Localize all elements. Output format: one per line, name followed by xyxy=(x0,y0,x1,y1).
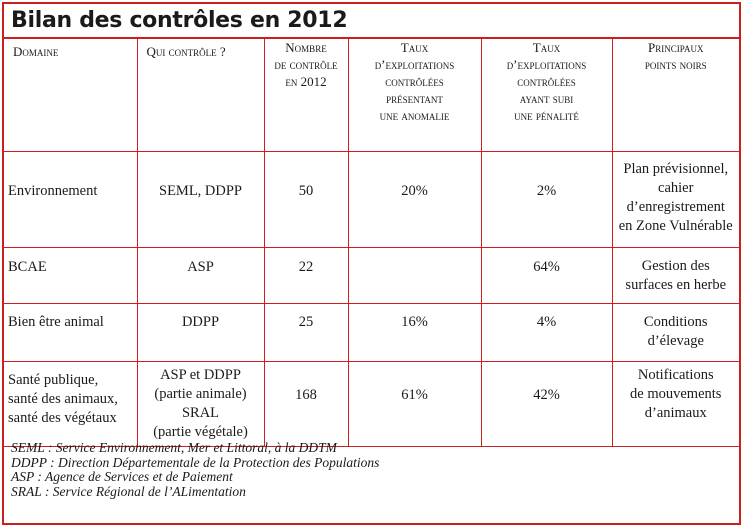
header-taux-penalite-line: contrôlées xyxy=(517,74,576,89)
cell-text: ASP xyxy=(187,258,214,275)
header-taux-penalite-line: d’exploitations xyxy=(506,57,587,72)
title-divider xyxy=(4,37,739,39)
cell-text: cahier xyxy=(658,179,694,196)
cell-text: santé des végétaux xyxy=(8,409,117,426)
header-taux-anomalie-line: d’exploitations xyxy=(374,57,455,72)
header-qui-controle: Qui contrôle ? xyxy=(136,39,265,152)
cell-qui-controle: DDPP xyxy=(136,302,265,362)
cell-text: Environnement xyxy=(8,182,98,199)
cell-text: (partie animale) xyxy=(154,385,247,402)
table-row: Santé publique, santé des animaux, santé… xyxy=(4,360,739,447)
cell-taux-penalite: 2% xyxy=(480,150,613,248)
controls-table: Domaine Qui contrôle ? Nombre de contrôl… xyxy=(4,39,739,447)
cell-nombre: 22 xyxy=(263,246,349,304)
cell-domaine: BCAE xyxy=(4,246,138,304)
cell-points-noirs: Conditions d’élevage xyxy=(611,302,739,362)
footnote: SEML : Service Environnement, Mer et Lit… xyxy=(11,440,337,455)
cell-points-noirs: Gestion des surfaces en herbe xyxy=(611,246,739,304)
cell-qui-controle: ASP xyxy=(136,246,265,304)
header-qui-controle-label: Qui contrôle ? xyxy=(146,44,226,59)
cell-taux-penalite: 64% xyxy=(480,246,613,304)
cell-text: en Zone Vulnérable xyxy=(618,217,733,234)
cell-text: 50 xyxy=(298,182,314,199)
cell-text: Notifications xyxy=(637,366,714,383)
header-nombre: Nombre de contrôle en 2012 xyxy=(263,39,349,152)
cell-taux-anomalie xyxy=(347,246,482,304)
cell-text: de mouvements xyxy=(630,385,722,402)
cell-text: 20% xyxy=(401,182,428,199)
cell-text: 22 xyxy=(298,258,314,275)
cell-domaine: Bien être animal xyxy=(4,302,138,362)
cell-nombre: 25 xyxy=(263,302,349,362)
cell-text: 42% xyxy=(533,386,560,403)
header-domaine-label: Domaine xyxy=(13,44,59,59)
cell-text: ASP et DDPP xyxy=(160,366,241,383)
cell-qui-controle: SEML, DDPP xyxy=(136,150,265,248)
cell-text: d’enregistrement xyxy=(626,198,725,215)
header-taux-penalite-line: Taux xyxy=(532,40,561,55)
cell-text: SRAL xyxy=(181,404,220,421)
cell-text: Santé publique, xyxy=(8,371,99,388)
cell-taux-penalite: 42% xyxy=(480,360,613,447)
cell-text: Gestion des xyxy=(641,257,710,274)
footnotes: SEML : Service Environnement, Mer et Lit… xyxy=(11,440,731,499)
header-row: Domaine Qui contrôle ? Nombre de contrôl… xyxy=(4,39,739,152)
cell-domaine: Environnement xyxy=(4,150,138,248)
cell-text: Conditions xyxy=(643,313,708,330)
cell-text: DDPP xyxy=(181,313,220,330)
cell-text: 25 xyxy=(298,313,314,330)
header-points-noirs-line: points noirs xyxy=(644,57,707,72)
cell-text: 61% xyxy=(401,386,428,403)
cell-taux-anomalie: 61% xyxy=(347,360,482,447)
header-nombre-line: en 2012 xyxy=(285,74,327,89)
header-taux-anomalie-line: contrôlées xyxy=(385,74,444,89)
header-points-noirs: Principaux points noirs xyxy=(611,39,739,152)
header-taux-anomalie: Taux d’exploitations contrôlées présenta… xyxy=(347,39,482,152)
cell-text: 168 xyxy=(295,386,317,403)
footnote: SRAL : Service Régional de l’ALimentatio… xyxy=(11,483,246,499)
cell-points-noirs: Notifications de mouvements d’animaux xyxy=(611,360,739,447)
cell-text: d’animaux xyxy=(644,404,707,421)
cell-text: 2% xyxy=(536,182,557,199)
footnote: DDPP : Direction Départementale de la Pr… xyxy=(11,454,380,470)
header-taux-penalite-line: une pénalité xyxy=(514,108,579,123)
table-row: Bien être animal DDPP 25 16% 4% Conditio… xyxy=(4,302,739,362)
cell-text: surfaces en herbe xyxy=(625,276,727,293)
table-row: Environnement SEML, DDPP 50 20% 2% Plan … xyxy=(4,150,739,248)
header-domaine: Domaine xyxy=(4,39,138,152)
header-taux-anomalie-line: Taux xyxy=(400,40,429,55)
cell-taux-penalite: 4% xyxy=(480,302,613,362)
header-taux-anomalie-line: présentant xyxy=(386,91,443,106)
header-taux-penalite: Taux d’exploitations contrôlées ayant su… xyxy=(480,39,613,152)
cell-text: SEML, DDPP xyxy=(159,182,242,199)
cell-domaine: Santé publique, santé des animaux, santé… xyxy=(4,360,138,447)
header-nombre-line: Nombre xyxy=(285,40,327,55)
cell-text: (partie végétale) xyxy=(153,423,248,440)
footnote: ASP : Agence de Services et de Paiement xyxy=(11,469,233,484)
cell-text: 4% xyxy=(536,313,557,330)
cell-points-noirs: Plan prévisionnel, cahier d’enregistreme… xyxy=(611,150,739,248)
header-taux-penalite-line: ayant subi xyxy=(519,91,574,106)
document-frame: Bilan des contrôles en 2012 Domaine Qui … xyxy=(2,2,741,525)
cell-text: Plan prévisionnel, xyxy=(623,160,729,177)
cell-text: BCAE xyxy=(8,258,47,275)
page-title: Bilan des contrôles en 2012 xyxy=(11,8,348,33)
table-row: BCAE ASP 22 64% Gestion des surfaces en … xyxy=(4,246,739,304)
cell-qui-controle: ASP et DDPP (partie animale) SRAL (parti… xyxy=(136,360,265,447)
cell-text: d’élevage xyxy=(647,332,704,349)
header-points-noirs-line: Principaux xyxy=(648,40,704,55)
cell-taux-anomalie: 20% xyxy=(347,150,482,248)
header-nombre-line: de contrôle xyxy=(274,57,338,72)
cell-text: Bien être animal xyxy=(8,313,104,330)
cell-text: 16% xyxy=(401,313,428,330)
cell-taux-anomalie: 16% xyxy=(347,302,482,362)
cell-nombre: 50 xyxy=(263,150,349,248)
cell-text: santé des animaux, xyxy=(8,390,118,407)
header-taux-anomalie-line: une anomalie xyxy=(379,108,450,123)
cell-nombre: 168 xyxy=(263,360,349,447)
cell-text: 64% xyxy=(533,258,560,275)
